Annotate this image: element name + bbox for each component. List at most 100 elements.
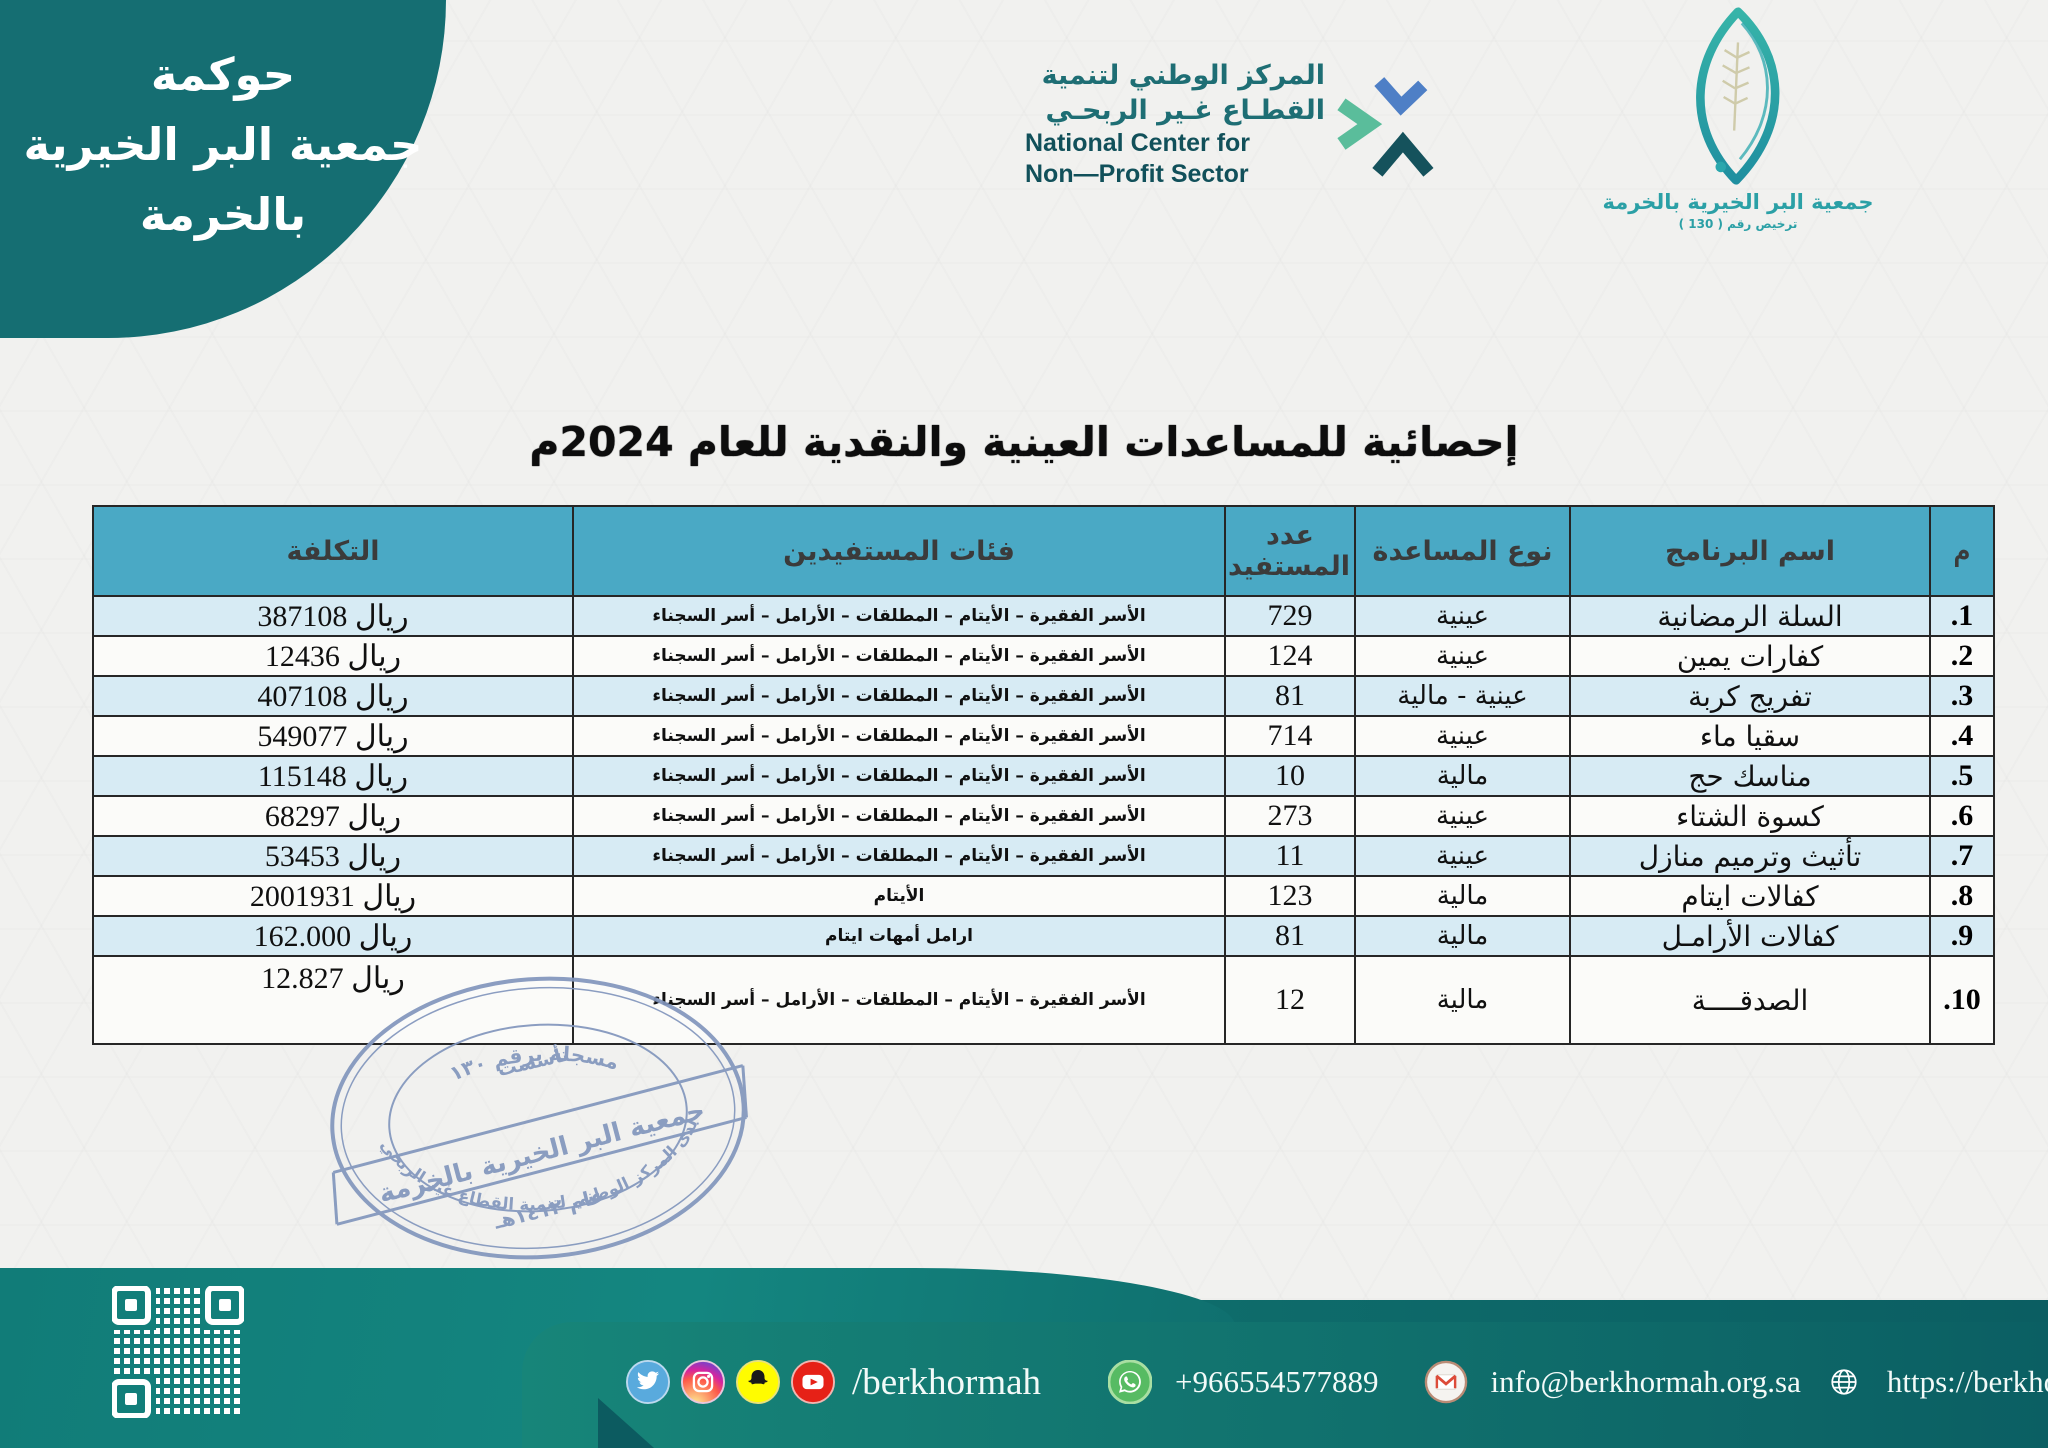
row-beneficiary-categories: الأسر الفقيرة – الأيتام – المطلقات – الأ… bbox=[572, 835, 1226, 877]
row-index: .4 bbox=[1929, 715, 1995, 757]
row-index: .1 bbox=[1929, 595, 1995, 637]
row-beneficiary-count: 123 bbox=[1224, 875, 1356, 917]
row-program-name: كفالات الأرامـل bbox=[1569, 915, 1931, 957]
row-program-name: السلة الرمضانية bbox=[1569, 595, 1931, 637]
row-assistance-type: عينية bbox=[1354, 795, 1571, 837]
assistance-table: م اسم البرنامج نوع المساعدة عدد المستفيد… bbox=[92, 505, 1995, 1045]
row-program-name: كفارات يمين bbox=[1569, 635, 1931, 677]
row-index: .7 bbox=[1929, 835, 1995, 877]
ncnp-arabic-line-2: القطـاع غـير الربحـي bbox=[1045, 95, 1325, 127]
row-program-name: تأثيث وترميم منازل bbox=[1569, 835, 1931, 877]
social-handle[interactable]: /berkhormah bbox=[852, 1361, 1042, 1403]
ncnp-star-icon bbox=[1337, 77, 1434, 177]
registration-stamp: مسجلة برقم ١٣٠ تأسست جمعية البر الخيرية … bbox=[330, 976, 748, 1260]
table-row: .2 كفارات يمين عينية 124 الأسر الفقيرة –… bbox=[92, 635, 1995, 677]
row-assistance-type: عينية bbox=[1354, 595, 1571, 637]
table-row: .5 مناسك حج مالية 10 الأسر الفقيرة – الأ… bbox=[92, 755, 1995, 797]
row-beneficiary-categories: الأسر الفقيرة – الأيتام – المطلقات – الأ… bbox=[572, 715, 1226, 757]
row-assistance-type: مالية bbox=[1354, 955, 1571, 1045]
ncnp-logo-text: المركز الوطني لتنمية القطـاع غـير الربحـ… bbox=[1025, 58, 1325, 189]
email-icon[interactable] bbox=[1424, 1360, 1468, 1404]
whatsapp-icon[interactable] bbox=[1108, 1360, 1153, 1404]
row-cost: 162.000 ريال bbox=[92, 915, 574, 957]
badge-line-1: حوكمة bbox=[150, 48, 296, 101]
table-row: .8 كفالات ايتام مالية 123 الأيتام 200193… bbox=[92, 875, 1995, 917]
row-assistance-type: مالية bbox=[1354, 755, 1571, 797]
header-type: نوع المساعدة bbox=[1354, 505, 1571, 597]
row-cost: 115148 ريال bbox=[92, 755, 574, 797]
row-cost: 387108 ريال bbox=[92, 595, 574, 637]
ncnp-english-line-1: National Center for bbox=[1025, 129, 1251, 158]
row-beneficiary-count: 273 bbox=[1224, 795, 1356, 837]
charity-logo: جمعية البر الخيرية بالخرمة ترخيص رقم ( 1… bbox=[1578, 6, 1898, 231]
assistance-table-wrap: م اسم البرنامج نوع المساعدة عدد المستفيد… bbox=[92, 505, 1995, 1045]
row-beneficiary-categories: ارامل أمهات ايتام bbox=[572, 915, 1226, 957]
table-row: .7 تأثيث وترميم منازل عينية 11 الأسر الف… bbox=[92, 835, 1995, 877]
row-beneficiary-count: 10 bbox=[1224, 755, 1356, 797]
badge-line-2: جمعية البر الخيرية bbox=[23, 117, 423, 171]
row-beneficiary-count: 81 bbox=[1224, 675, 1356, 717]
row-beneficiary-categories: الأسر الفقيرة – الأيتام – المطلقات – الأ… bbox=[572, 675, 1226, 717]
row-assistance-type: عينية bbox=[1354, 835, 1571, 877]
row-cost: 68297 ريال bbox=[92, 795, 574, 837]
table-header-row: م اسم البرنامج نوع المساعدة عدد المستفيد… bbox=[92, 505, 1995, 597]
twitter-icon[interactable] bbox=[626, 1360, 670, 1404]
row-assistance-type: مالية bbox=[1354, 915, 1571, 957]
row-index: .9 bbox=[1929, 915, 1995, 957]
row-beneficiary-count: 729 bbox=[1224, 595, 1356, 637]
assistance-table-body: .1 السلة الرمضانية عينية 729 الأسر الفقي… bbox=[92, 595, 1995, 1045]
row-program-name: سقيا ماء bbox=[1569, 715, 1931, 757]
header-count: عدد المستفيدين bbox=[1224, 505, 1356, 597]
footer-contact-row: /berkhormah +966554577889 info@berkhorma… bbox=[626, 1356, 2048, 1408]
row-program-name: تفريج كربة bbox=[1569, 675, 1931, 717]
row-index: .2 bbox=[1929, 635, 1995, 677]
table-row: .10 الصدقــــة مالية 12 الأسر الفقيرة – … bbox=[92, 955, 1995, 1045]
charity-name: جمعية البر الخيرية بالخرمة bbox=[1602, 190, 1874, 214]
row-beneficiary-count: 11 bbox=[1224, 835, 1356, 877]
header-index: م bbox=[1929, 505, 1995, 597]
ncnp-arabic-line-1: المركز الوطني لتنمية bbox=[1041, 60, 1325, 91]
row-beneficiary-count: 124 bbox=[1224, 635, 1356, 677]
row-index: .5 bbox=[1929, 755, 1995, 797]
row-index: .3 bbox=[1929, 675, 1995, 717]
row-beneficiary-categories: الأسر الفقيرة – الأيتام – المطلقات – الأ… bbox=[572, 635, 1226, 677]
badge-line-3: بالخرمة bbox=[139, 187, 307, 241]
youtube-icon[interactable] bbox=[791, 1360, 835, 1404]
globe-icon[interactable] bbox=[1824, 1362, 1864, 1402]
row-beneficiary-categories: الأسر الفقيرة – الأيتام – المطلقات – الأ… bbox=[572, 795, 1226, 837]
governance-badge: حوكمة جمعية البر الخيرية بالخرمة bbox=[0, 0, 446, 338]
row-program-name: كفالات ايتام bbox=[1569, 875, 1931, 917]
instagram-icon[interactable] bbox=[681, 1360, 725, 1404]
header-program: اسم البرنامج bbox=[1569, 505, 1931, 597]
table-row: .9 كفالات الأرامـل مالية 81 ارامل أمهات … bbox=[92, 915, 1995, 957]
header-cost: التكلفة bbox=[92, 505, 574, 597]
table-row: .6 كسوة الشتاء عينية 273 الأسر الفقيرة –… bbox=[92, 795, 1995, 837]
row-assistance-type: عينية bbox=[1354, 635, 1571, 677]
row-program-name: مناسك حج bbox=[1569, 755, 1931, 797]
email-address[interactable]: info@berkhormah.org.sa bbox=[1490, 1364, 1801, 1399]
row-program-name: كسوة الشتاء bbox=[1569, 795, 1931, 837]
row-program-name: الصدقــــة bbox=[1569, 955, 1931, 1045]
row-cost: 549077 ريال bbox=[92, 715, 574, 757]
row-assistance-type: مالية bbox=[1354, 875, 1571, 917]
row-cost: 407108 ريال bbox=[92, 675, 574, 717]
row-beneficiary-categories: الأيتام bbox=[572, 875, 1226, 917]
snapchat-icon[interactable] bbox=[736, 1360, 780, 1404]
page-title: إحصائية للمساعدات العينية والنقدية للعام… bbox=[529, 418, 1519, 466]
row-beneficiary-count: 714 bbox=[1224, 715, 1356, 757]
row-index: .6 bbox=[1929, 795, 1995, 837]
qr-code bbox=[112, 1286, 244, 1418]
row-cost: 2001931 ريال bbox=[92, 875, 574, 917]
row-beneficiary-count: 81 bbox=[1224, 915, 1356, 957]
row-beneficiary-categories: الأسر الفقيرة – الأيتام – المطلقات – الأ… bbox=[572, 595, 1226, 637]
row-cost: 53453 ريال bbox=[92, 835, 574, 877]
table-row: .4 سقيا ماء عينية 714 الأسر الفقيرة – ال… bbox=[92, 715, 1995, 757]
header-categories: فئات المستفيدين bbox=[572, 505, 1226, 597]
row-index: .8 bbox=[1929, 875, 1995, 917]
charity-license: ترخيص رقم ( 130 ) bbox=[1678, 217, 1798, 231]
footer-accent-triangle bbox=[598, 1398, 654, 1448]
charity-leaf-icon bbox=[1696, 7, 1780, 185]
phone-number[interactable]: +966554577889 bbox=[1175, 1364, 1379, 1399]
website-url[interactable]: https://berkhormah.org.sa bbox=[1886, 1364, 2048, 1399]
